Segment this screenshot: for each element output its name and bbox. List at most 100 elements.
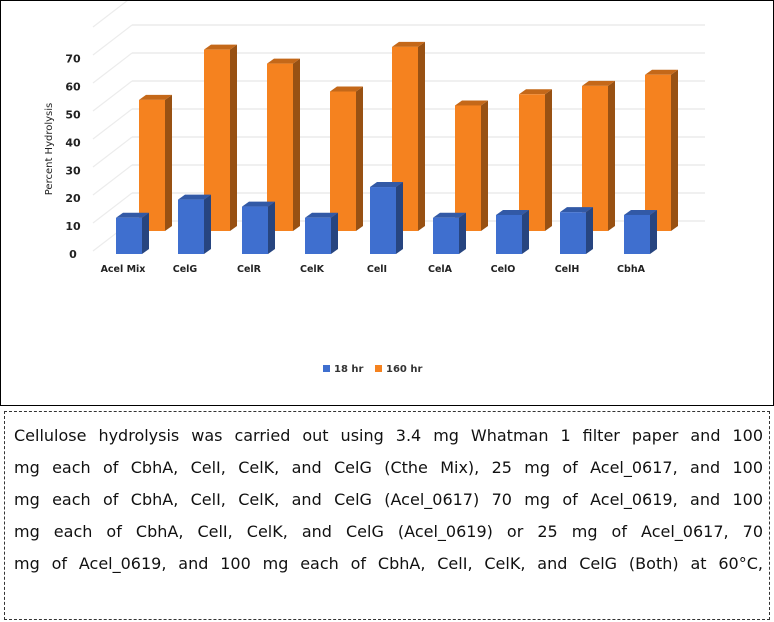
y-tick-label: 60 <box>65 81 81 94</box>
caption-line: Cellulose hydrolysis was carried out usi… <box>14 426 763 445</box>
bar-18hr-side <box>459 212 466 254</box>
bar-18hr <box>370 182 403 254</box>
bar-18hr-top <box>624 209 657 215</box>
bar-160hr-top <box>519 89 552 95</box>
bar-18hr-side <box>268 201 275 254</box>
gridline-side <box>92 136 133 168</box>
x-tick-label: CelI <box>367 264 387 275</box>
bar-18hr-front <box>433 217 459 254</box>
bar-160hr-top <box>455 100 488 106</box>
bar-160hr <box>204 44 237 232</box>
x-tick-label: CbhA <box>617 264 646 275</box>
chart-panel: 0 10 20 30 40 50 60 70 Percent Hydrolysis Acel Mi… <box>0 0 774 406</box>
bar-18hr <box>116 212 149 254</box>
bar-18hr-front <box>116 217 142 254</box>
bar-18hr-front <box>624 214 650 254</box>
legend-swatch-160hr <box>375 365 382 372</box>
bar-160hr-top <box>582 80 615 86</box>
bar-18hr-front <box>305 217 331 254</box>
gridline-side <box>92 108 133 140</box>
bar-18hr-side <box>331 212 338 254</box>
gridline-side <box>92 1 128 28</box>
gridline-side <box>92 80 133 112</box>
bar-18hr-side <box>142 212 149 254</box>
x-tick-label: CelK <box>300 264 325 275</box>
y-tick-label: 40 <box>65 136 81 149</box>
bar-160hr <box>645 69 678 231</box>
bar-18hr-top <box>305 212 338 218</box>
bar-18hr <box>433 212 466 254</box>
bar-160hr-top <box>204 44 237 50</box>
bar-160hr <box>582 80 615 231</box>
bar-160hr-side <box>230 44 237 232</box>
caption-line: mg of Acel_0619, and 100 mg each of CbhA… <box>14 554 763 573</box>
y-tick-label: 0 <box>69 248 77 261</box>
y-tick-label: 10 <box>65 220 81 233</box>
legend-swatch-18hr <box>323 365 330 372</box>
legend-label-160hr: 160 hr <box>386 364 422 375</box>
bar-18hr-side <box>396 182 403 254</box>
bar-160hr-top <box>267 58 300 64</box>
bar-160hr-side <box>165 94 172 232</box>
bar-18hr <box>305 212 338 254</box>
bar-18hr-front <box>496 214 522 254</box>
y-tick-label: 70 <box>65 53 81 66</box>
bar-18hr-side <box>586 207 593 254</box>
bar-18hr-top <box>370 182 403 188</box>
gridline-side <box>92 192 133 224</box>
bar-160hr-front <box>582 85 608 231</box>
bar-160hr-front <box>455 105 481 231</box>
gridline-side <box>92 24 133 56</box>
bar-18hr <box>624 209 657 254</box>
y-tick-label: 50 <box>65 109 81 122</box>
legend-label-18hr: 18 hr <box>334 364 364 375</box>
bar-160hr-top <box>139 94 172 100</box>
bar-160hr-top <box>645 69 678 75</box>
bar-160hr-top <box>392 41 425 47</box>
bar-18hr-side <box>650 209 657 254</box>
bar-160hr-side <box>545 89 552 231</box>
y-tick-label: 30 <box>65 164 81 177</box>
bar-18hr-top <box>116 212 149 218</box>
bar-160hr-front <box>330 91 356 231</box>
y-tick-label: 20 <box>65 192 81 205</box>
bar-18hr-top <box>560 207 593 213</box>
gridline-side <box>92 164 133 196</box>
bar-18hr-side <box>522 209 529 254</box>
bar-18hr-front <box>560 212 586 254</box>
bar-18hr <box>496 209 529 254</box>
bar-160hr-side <box>293 58 300 231</box>
bar-18hr <box>242 201 275 254</box>
bar-18hr-side <box>204 194 211 254</box>
y-axis-label: Percent Hydrolysis <box>44 103 55 196</box>
bar-160hr-side <box>356 86 363 231</box>
bar-160hr <box>139 94 172 232</box>
x-tick-label: CelH <box>555 264 580 275</box>
bar-18hr-top <box>178 194 211 200</box>
bar-160hr <box>267 58 300 231</box>
caption-line: mg each of CbhA, CelI, CelK, and CelG (A… <box>14 522 763 541</box>
bar-160hr <box>330 86 363 231</box>
bar-160hr-side <box>608 80 615 231</box>
bar-160hr-front <box>519 94 545 231</box>
bar-18hr-front <box>178 199 204 254</box>
bar-160hr-side <box>481 100 488 231</box>
bar-160hr <box>519 89 552 231</box>
gridline-side <box>92 52 133 84</box>
bar-18hr-top <box>242 201 275 207</box>
bar-chart: 0 10 20 30 40 50 60 70 Percent Hydrolysis Acel Mi… <box>44 1 705 375</box>
bar-160hr-front <box>645 74 671 231</box>
x-tick-label: CelO <box>491 264 516 275</box>
x-tick-label: Acel Mix <box>101 264 146 275</box>
bar-18hr-top <box>496 209 529 215</box>
caption-line: mg each of CbhA, CelI, CelK, and CelG (A… <box>14 490 763 509</box>
bar-160hr-front <box>139 99 165 232</box>
bar-160hr <box>455 100 488 231</box>
bar-18hr-top <box>433 212 466 218</box>
x-tick-label: CelR <box>237 264 262 275</box>
bar-18hr-front <box>370 187 396 254</box>
x-tick-label: CelA <box>428 264 453 275</box>
bar-18hr-front <box>242 206 268 254</box>
bar-18hr <box>178 194 211 254</box>
bar-160hr-side <box>418 41 425 231</box>
